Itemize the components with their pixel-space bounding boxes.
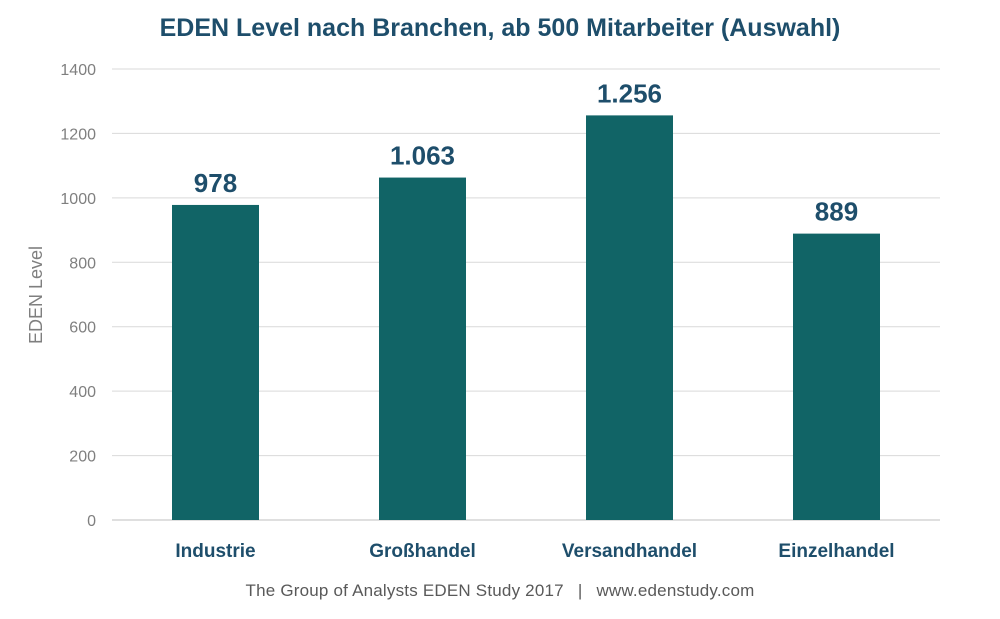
footer-url[interactable]: www.edenstudy.com bbox=[596, 581, 755, 600]
data-label: 889 bbox=[815, 197, 858, 227]
x-tick-label: Industrie bbox=[175, 541, 255, 562]
footer-source: The Group of Analysts EDEN Study 2017 bbox=[245, 581, 564, 600]
y-tick-label: 1400 bbox=[60, 62, 96, 79]
bar bbox=[586, 115, 673, 520]
y-axis-ticks: 0 200 400 600 800 1000 1200 1400 bbox=[60, 62, 96, 530]
y-tick-label: 800 bbox=[69, 255, 96, 272]
x-tick-label: Großhandel bbox=[369, 541, 476, 562]
y-tick-label: 200 bbox=[69, 449, 96, 466]
chart-title: EDEN Level nach Branchen, ab 500 Mitarbe… bbox=[159, 14, 841, 42]
data-label: 1.256 bbox=[597, 78, 662, 108]
data-labels: 978 1.063 1.256 889 bbox=[194, 78, 858, 226]
bars bbox=[172, 115, 880, 521]
y-tick-label: 1000 bbox=[60, 191, 96, 208]
y-axis-label: EDEN Level bbox=[26, 246, 46, 344]
bar bbox=[793, 233, 880, 521]
data-label: 1.063 bbox=[390, 141, 455, 171]
y-tick-label: 400 bbox=[69, 384, 96, 401]
bar bbox=[172, 204, 259, 521]
footer: The Group of Analysts EDEN Study 2017 | ww… bbox=[0, 581, 1000, 601]
data-label: 978 bbox=[194, 168, 237, 198]
y-tick-label: 1200 bbox=[60, 126, 96, 143]
footer-separator: | bbox=[577, 581, 583, 600]
y-tick-label: 600 bbox=[69, 320, 96, 337]
x-tick-label: Einzelhandel bbox=[778, 541, 894, 562]
category-labels: Industrie Großhandel Versandhandel Einzelha… bbox=[175, 541, 894, 562]
bar bbox=[379, 177, 466, 521]
x-tick-label: Versandhandel bbox=[562, 541, 697, 562]
y-tick-label: 0 bbox=[87, 513, 96, 530]
